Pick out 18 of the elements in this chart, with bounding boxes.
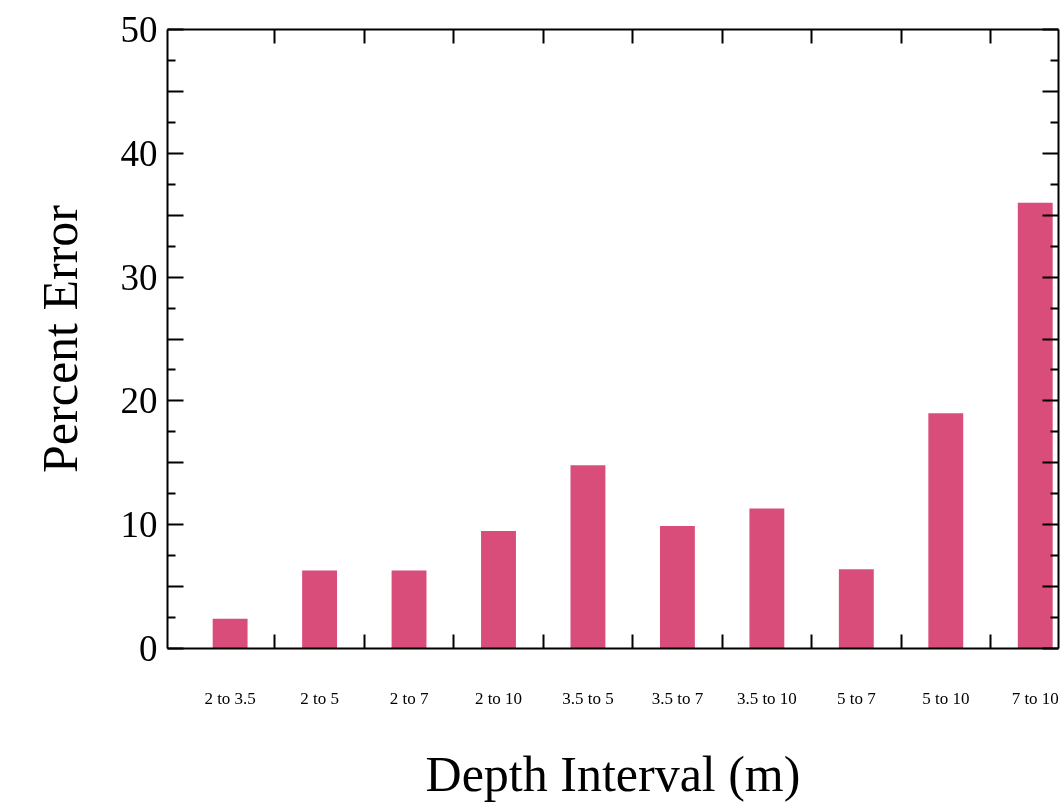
y-tick-label: 30 (120, 256, 158, 298)
x-tick-label: 2 to 7 (389, 688, 429, 708)
y-axis-title: Percent Error (31, 204, 88, 473)
x-tick-label: 2 to 10 (474, 688, 523, 708)
x-tick-label: 2 to 3.5 (204, 688, 256, 708)
y-tick-label: 50 (120, 9, 158, 50)
x-tick-label: 3.5 to 10 (736, 688, 797, 708)
x-tick-label: 2 to 5 (300, 688, 339, 708)
x-tick-label: 3.5 to 5 (562, 688, 614, 708)
y-tick-label: 20 (120, 380, 158, 422)
y-tick-label: 0 (139, 628, 158, 669)
y-tick-label: 40 (120, 132, 158, 174)
x-tick-label: 5 to 7 (836, 688, 877, 708)
x-axis-title: Depth Interval (m) (425, 745, 801, 802)
y-tick-label: 10 (120, 504, 158, 546)
x-tick-label: 3.5 to 7 (651, 688, 704, 708)
x-tick-label: 5 to 10 (922, 688, 970, 708)
x-tick-label: 7 to 10 (1011, 688, 1059, 708)
